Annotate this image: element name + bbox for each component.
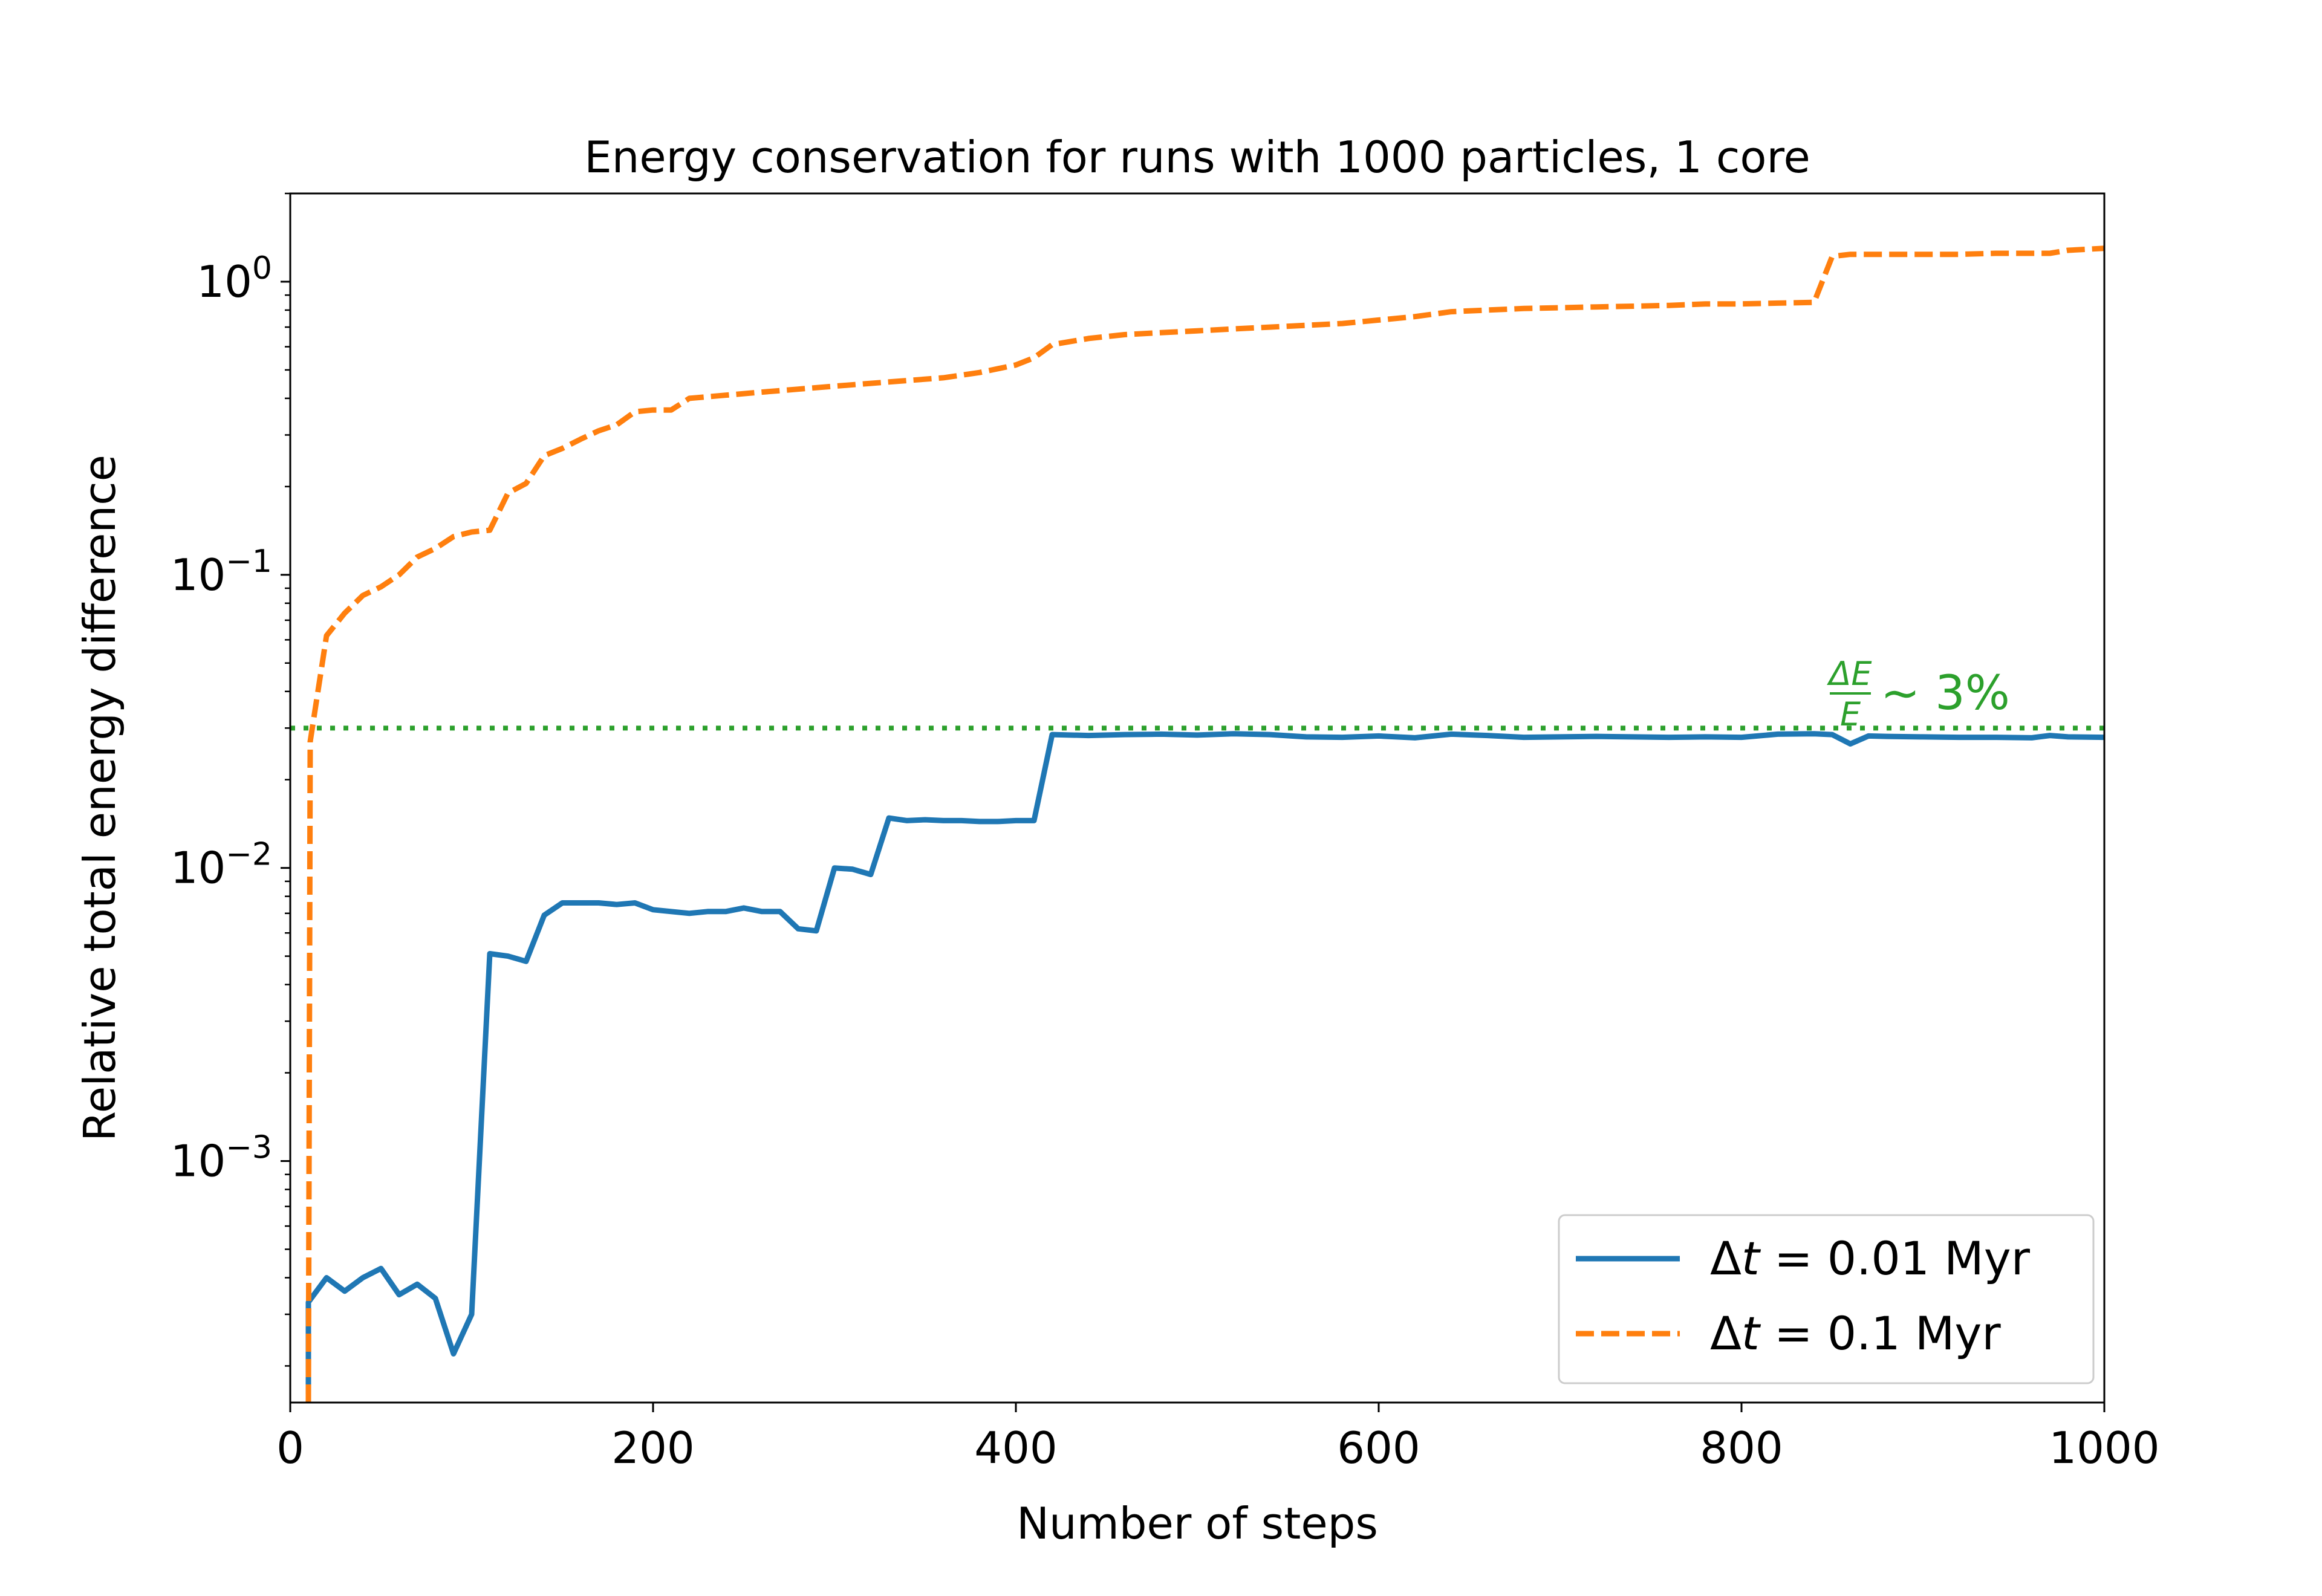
x-tick-label: 0: [276, 1422, 304, 1473]
series-line-1: [305, 731, 2104, 1395]
annotation-fraction-numerator: ΔE: [1826, 655, 1872, 693]
x-tick-label: 800: [1700, 1422, 1783, 1473]
y-tick-label: 10−3: [171, 1130, 272, 1187]
plot-frame: [289, 192, 2106, 1404]
axes-layer: 0 200 400 600 800 1000 10−3 10−2 10−1 100: [171, 192, 2160, 1473]
y-tick-label: 100: [197, 250, 272, 307]
y-tick-label: 10−2: [171, 837, 272, 894]
annotation-layer: ΔEE ∼ 3%: [1826, 655, 2009, 733]
x-tick-label: 400: [974, 1422, 1057, 1473]
annotation-fraction-denominator: E: [1840, 695, 1861, 733]
chart-title: Energy conservation for runs with 1000 p…: [584, 132, 1810, 183]
y-tick-label: 10−1: [171, 543, 272, 600]
legend-label-2: Δt = 0.1 Myr: [1710, 1306, 2001, 1360]
x-tick-label: 1000: [2049, 1422, 2159, 1473]
annotation-text: ∼ 3%: [1881, 666, 2010, 721]
legend-label-1: Δt = 0.01 Myr: [1710, 1231, 2031, 1285]
x-tick-label: 600: [1337, 1422, 1420, 1473]
x-axis-label: Number of steps: [1016, 1498, 1378, 1549]
plot-series-layer: [290, 245, 2104, 1403]
legend-frame: [1558, 1214, 2095, 1384]
x-tick-label: 200: [611, 1422, 694, 1473]
y-axis-label: Relative total energy difference: [74, 455, 125, 1141]
legend: Δt = 0.01 Myr Δt = 0.1 Myr: [1558, 1214, 2095, 1384]
